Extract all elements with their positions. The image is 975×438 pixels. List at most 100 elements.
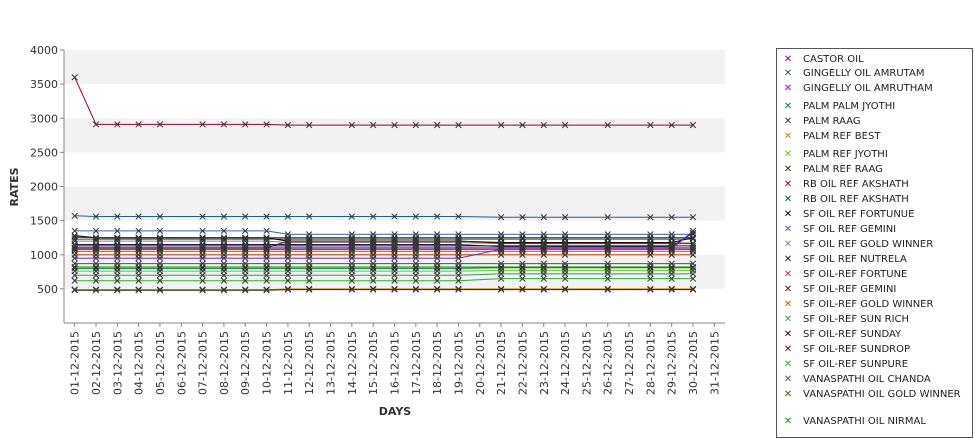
data-point	[220, 244, 228, 252]
data-point	[455, 121, 462, 129]
data-point	[242, 287, 249, 294]
x-tick-label: 25-12-2015	[580, 331, 593, 395]
data-point	[199, 235, 206, 243]
data-point	[220, 272, 228, 279]
legend-label: PALM REF RAAG	[803, 164, 883, 175]
data-point	[348, 263, 356, 271]
data-point	[263, 265, 270, 272]
data-point	[135, 255, 142, 262]
data-point	[306, 286, 313, 293]
data-point	[114, 272, 121, 279]
grid-band	[64, 152, 725, 187]
legend-label: GINGELLY OIL AMRUTAM	[803, 68, 925, 79]
data-point	[689, 214, 697, 221]
legend-marker-icon: ✕	[783, 359, 793, 370]
legend-marker-icon: ✕	[783, 164, 793, 175]
legend-label: VANASPATHI OIL NIRMAL	[803, 416, 926, 427]
data-point	[647, 234, 654, 241]
x-tick-label: 21-12-2015	[495, 331, 508, 395]
data-point	[540, 251, 547, 258]
legend-label: SF OIL-REF GOLD WINNER	[803, 299, 934, 310]
x-tick-label: 01-12-2015	[69, 331, 82, 395]
data-point	[156, 213, 164, 220]
legend-label: SF OIL REF FORTUNUE	[803, 209, 915, 220]
data-point	[455, 277, 462, 284]
data-point	[561, 251, 569, 258]
data-point	[284, 286, 292, 293]
data-point	[71, 265, 78, 272]
data-point	[135, 272, 142, 279]
legend-marker-icon: ✕	[783, 101, 793, 112]
data-point	[497, 214, 505, 221]
data-point	[92, 244, 100, 252]
legend-marker-icon: ✕	[783, 269, 793, 280]
data-point	[135, 235, 142, 243]
data-point	[71, 212, 78, 220]
data-point	[284, 242, 292, 250]
legend-marker-icon: ✕	[783, 54, 793, 65]
grid-band	[64, 186, 725, 221]
data-point	[220, 235, 228, 243]
data-point	[497, 121, 505, 129]
data-point	[412, 277, 419, 284]
data-point	[370, 277, 377, 284]
legend-label: SF OIL-REF GEMINI	[803, 284, 897, 295]
data-point	[391, 255, 398, 262]
data-point	[391, 263, 398, 271]
data-point	[92, 277, 100, 284]
data-point	[540, 214, 547, 221]
data-point	[689, 263, 697, 271]
data-point	[455, 213, 462, 220]
data-point	[412, 242, 419, 250]
data-point	[348, 255, 356, 262]
data-point	[668, 234, 675, 241]
data-point	[263, 227, 270, 235]
data-point	[689, 234, 697, 241]
data-point	[71, 242, 78, 250]
data-point	[540, 246, 547, 253]
legend-label: PALM REF JYOTHI	[803, 149, 888, 160]
data-point	[370, 272, 377, 279]
data-point	[497, 286, 505, 293]
legend-marker-icon: ✕	[783, 329, 793, 340]
data-point	[647, 246, 654, 253]
grid-bands	[64, 50, 725, 323]
data-point	[561, 286, 569, 293]
x-tick-label: 28-12-2015	[644, 331, 657, 395]
data-point	[199, 272, 206, 279]
data-point	[689, 251, 697, 258]
legend-marker-icon: ✕	[783, 344, 793, 355]
x-tick-label: 02-12-2015	[90, 331, 103, 395]
data-point	[71, 74, 78, 81]
data-point	[92, 234, 100, 241]
data-point	[433, 272, 441, 279]
x-axis-ticks: 01-12-2015 02-12-2015 03-12-2015 04-12-2015…	[69, 323, 721, 395]
x-tick-label: 15-12-2015	[367, 331, 380, 395]
x-tick-label: 26-12-2015	[602, 331, 615, 395]
data-point	[306, 263, 313, 271]
data-point	[242, 213, 249, 220]
data-point	[412, 263, 419, 271]
y-tick-label: 1000	[30, 249, 58, 262]
data-point	[114, 287, 121, 294]
data-point	[92, 213, 100, 220]
data-point	[199, 277, 206, 284]
data-point	[370, 242, 377, 250]
x-tick-label: 06-12-2015	[175, 331, 188, 395]
data-point	[561, 214, 569, 221]
data-point	[370, 234, 377, 241]
data-point	[519, 246, 526, 253]
data-point	[647, 286, 654, 293]
data-point	[391, 213, 398, 220]
data-point	[306, 121, 313, 129]
data-point	[455, 272, 462, 279]
x-tick-label: 03-12-2015	[111, 331, 124, 395]
data-point	[604, 121, 611, 129]
data-point	[92, 121, 100, 128]
data-point	[263, 235, 270, 243]
data-point	[412, 255, 419, 262]
data-point	[433, 277, 441, 284]
data-point	[92, 287, 100, 294]
data-point	[391, 265, 398, 272]
data-point	[647, 263, 654, 271]
